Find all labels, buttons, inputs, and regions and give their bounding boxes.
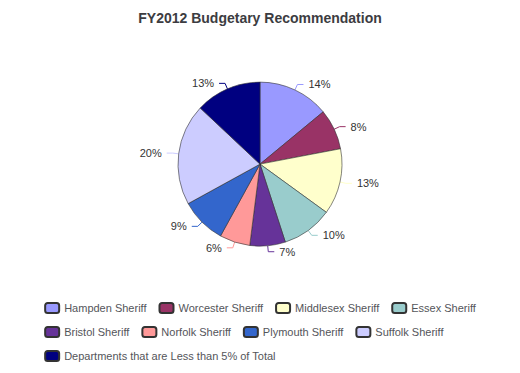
svg-text:Worcester Sheriff: Worcester Sheriff	[179, 302, 265, 314]
svg-text:13%: 13%	[357, 177, 379, 189]
svg-text:FY2012 Budgetary Recommendatio: FY2012 Budgetary Recommendation	[138, 10, 382, 26]
svg-text:Norfolk Sheriff: Norfolk Sheriff	[161, 326, 231, 338]
svg-text:10%: 10%	[323, 229, 345, 241]
svg-text:9%: 9%	[171, 220, 187, 232]
svg-text:Bristol Sheriff: Bristol Sheriff	[64, 326, 130, 338]
svg-text:7%: 7%	[279, 246, 295, 258]
svg-text:Suffolk Sheriff: Suffolk Sheriff	[375, 326, 444, 338]
svg-text:Departments that are Less than: Departments that are Less than 5% of Tot…	[64, 350, 275, 362]
svg-text:Hampden Sheriff: Hampden Sheriff	[64, 302, 147, 314]
svg-text:20%: 20%	[140, 147, 162, 159]
svg-text:14%: 14%	[308, 78, 330, 90]
svg-text:Plymouth Sheriff: Plymouth Sheriff	[263, 326, 344, 338]
svg-text:6%: 6%	[206, 242, 222, 254]
svg-text:13%: 13%	[192, 77, 214, 89]
svg-text:8%: 8%	[351, 121, 367, 133]
svg-text:Middlesex Sheriff: Middlesex Sheriff	[295, 302, 380, 314]
svg-text:Essex Sheriff: Essex Sheriff	[411, 302, 477, 314]
